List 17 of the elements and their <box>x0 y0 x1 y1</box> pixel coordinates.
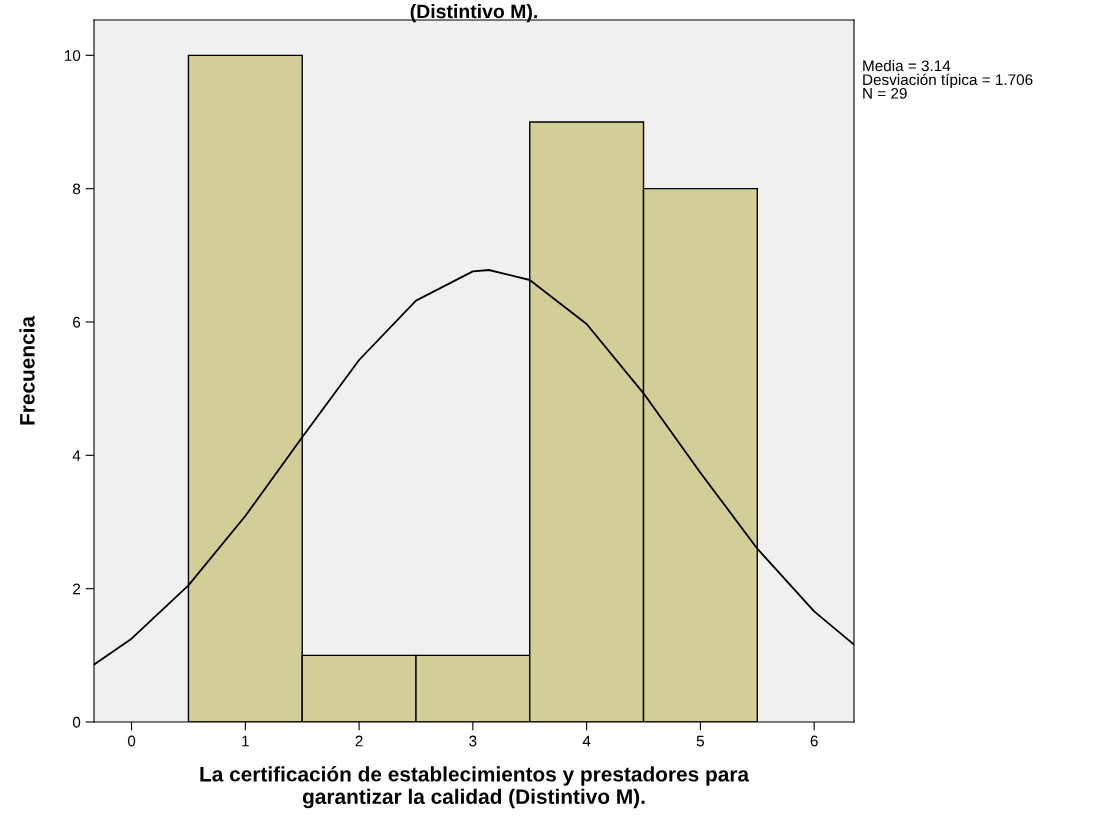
x-tick-label: 4 <box>582 735 591 747</box>
chart-title: (Distintivo M). <box>410 4 537 23</box>
y-tick-label: 0 <box>72 716 81 728</box>
y-tick-label: 10 <box>64 50 81 62</box>
y-axis-title: Frecuencia <box>19 315 35 425</box>
x-tick-label: 0 <box>127 735 136 747</box>
y-tick-label: 4 <box>72 450 81 461</box>
text: Media = 3.14 Desviación típica = 1.706 N = 29 <box>863 60 1033 99</box>
x-tick-label: 3 <box>469 735 477 747</box>
x-tick-label: 2 <box>355 735 363 747</box>
y-tick-label: 2 <box>73 583 81 595</box>
x-tick-label: 1 <box>242 735 249 747</box>
y-tick-label: 8 <box>72 183 81 195</box>
x-tick-label: 5 <box>696 735 705 747</box>
x-tick-label: 6 <box>810 735 818 747</box>
x-axis-title: La certificación de establecimientos y prestadores para garantizar la calidad (Distintivo M). <box>200 766 750 809</box>
y-tick-label: 6 <box>73 316 81 328</box>
